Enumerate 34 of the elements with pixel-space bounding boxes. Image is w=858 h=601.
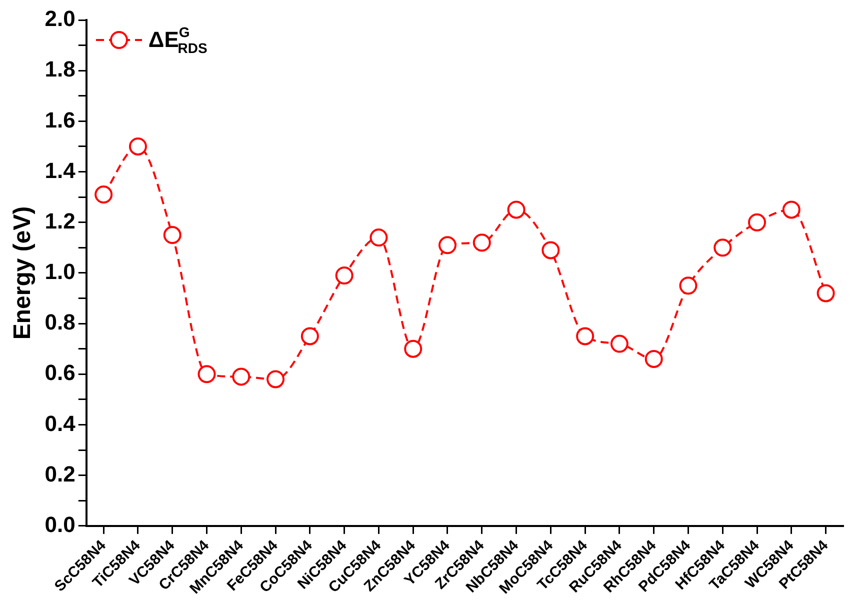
y-tick-label: 1.0	[44, 259, 76, 284]
point	[816, 284, 835, 302]
y-tick-label: 0.2	[44, 461, 76, 486]
point	[370, 228, 388, 247]
y-tick-label: 0.8	[44, 310, 76, 335]
y-tick-label: 1.8	[44, 56, 76, 82]
y-axis-title: Energy (eV)	[9, 206, 36, 340]
point	[782, 200, 800, 219]
point	[610, 334, 628, 353]
point	[94, 186, 113, 204]
y-tick-label: 0.4	[44, 410, 76, 436]
point	[438, 236, 456, 254]
point	[644, 350, 663, 368]
y-tick-label: 0.6	[44, 360, 76, 386]
point	[472, 234, 491, 252]
y-tick-label: 2.0	[44, 6, 76, 32]
point	[714, 238, 732, 257]
point	[507, 200, 526, 219]
y-tick-label: 1.4	[44, 158, 76, 183]
point	[576, 327, 594, 346]
point	[404, 340, 422, 358]
point	[679, 276, 698, 295]
point	[335, 266, 354, 284]
point	[266, 370, 285, 388]
y-tick-label: 1.6	[44, 107, 76, 132]
y-tick-label: 0.0	[44, 512, 76, 538]
point	[163, 226, 182, 244]
point	[128, 137, 147, 156]
point	[198, 365, 216, 384]
point	[542, 241, 560, 260]
point	[748, 213, 766, 232]
y-tick-label: 1.2	[44, 208, 76, 234]
point	[300, 327, 319, 346]
point	[232, 368, 250, 386]
